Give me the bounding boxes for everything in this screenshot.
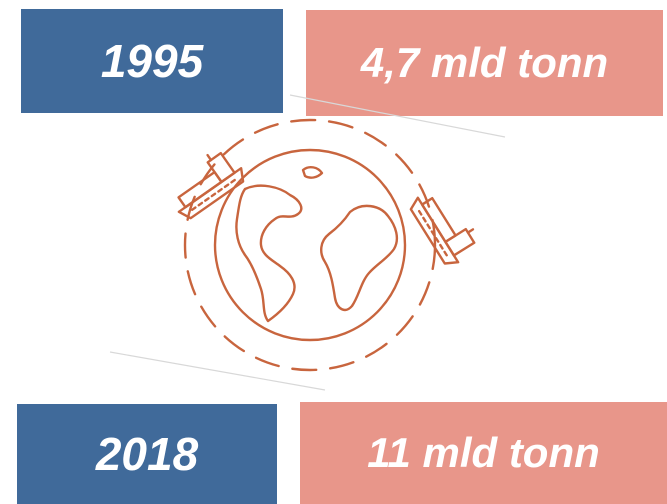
year-label: 2018 [95, 428, 199, 480]
amount-2018-box: 11 mld tonn [300, 402, 667, 504]
amount-label: 4,7 mld tonn [360, 39, 609, 86]
cargo-ship-icon [409, 196, 476, 265]
year-label: 1995 [100, 35, 204, 87]
orbit-ring [183, 118, 437, 372]
globe-shipping-illustration [109, 94, 506, 391]
cargo-ship-icon [177, 151, 245, 220]
year-1995-box: 1995 [21, 9, 283, 113]
amount-1995-box: 4,7 mld tonn [306, 10, 663, 116]
globe-icon [213, 148, 407, 342]
amount-label: 11 mld tonn [367, 429, 600, 476]
year-2018-box: 2018 [17, 404, 277, 504]
